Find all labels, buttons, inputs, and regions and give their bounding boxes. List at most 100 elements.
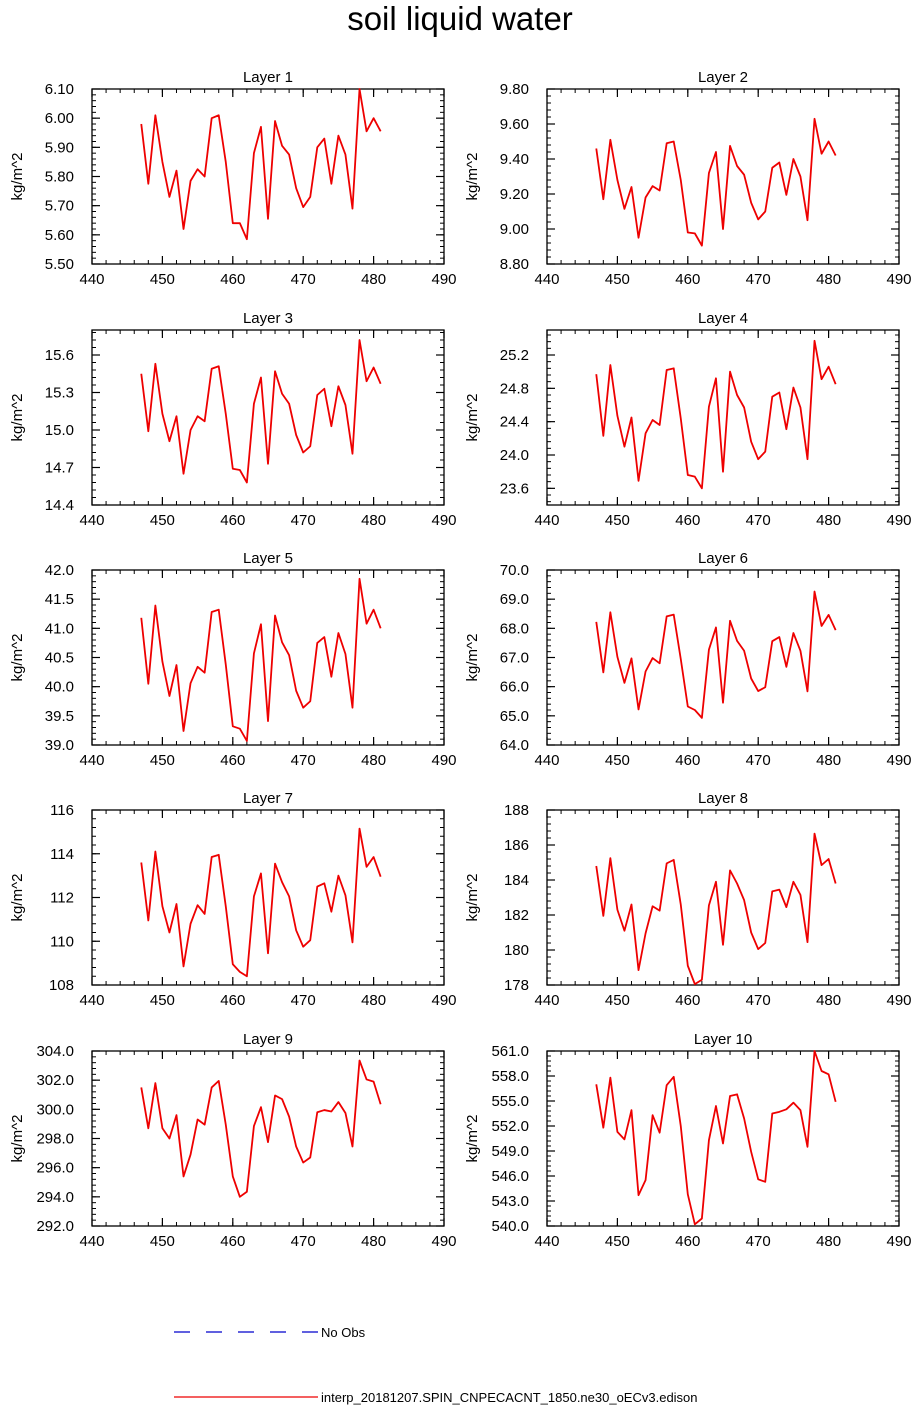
x-tick-label: 440 xyxy=(79,1233,104,1250)
x-tick-label: 460 xyxy=(220,752,245,769)
y-tick-label: 68.0 xyxy=(500,620,529,637)
y-axis-label: kg/m^2 xyxy=(464,634,481,682)
y-tick-label: 24.4 xyxy=(500,414,529,431)
y-tick-label: 5.60 xyxy=(45,227,74,244)
y-tick-label: 24.0 xyxy=(500,447,529,464)
panel-title: Layer 8 xyxy=(698,790,748,807)
x-tick-label: 450 xyxy=(605,512,630,529)
x-tick-label: 440 xyxy=(79,512,104,529)
panel-layer-9: Layer 9 kg/m^2 440 450 460 470 480 490 292.0 294.… xyxy=(9,1031,457,1250)
y-tick-label: 186 xyxy=(504,837,529,854)
x-tick-label: 480 xyxy=(361,752,386,769)
y-tick-label: 70.0 xyxy=(500,562,529,579)
plot-frame xyxy=(91,329,445,506)
y-tick-label: 5.80 xyxy=(45,169,74,186)
x-tick-label: 480 xyxy=(361,992,386,1009)
x-tick-label: 490 xyxy=(886,992,911,1009)
y-tick-label: 116 xyxy=(50,802,74,819)
plot-frame xyxy=(546,88,900,265)
panel-layer-4: Layer 4 kg/m^2 440 450 460 470 480 490 23.6 24.0 2… xyxy=(464,310,912,529)
x-tick-label: 450 xyxy=(150,992,175,1009)
x-tick-label: 470 xyxy=(746,512,771,529)
x-tick-label: 450 xyxy=(150,512,175,529)
y-tick-label: 64.0 xyxy=(500,737,529,754)
x-tick-label: 490 xyxy=(431,1233,456,1250)
x-tick-label: 440 xyxy=(534,512,559,529)
y-axis-label: kg/m^2 xyxy=(464,874,481,922)
x-tick-label: 490 xyxy=(886,512,911,529)
y-tick-label: 39.0 xyxy=(45,737,74,754)
series-line xyxy=(140,88,382,241)
y-tick-label: 298.0 xyxy=(36,1131,74,1148)
x-tick-label: 470 xyxy=(291,512,316,529)
y-tick-label: 292.0 xyxy=(36,1218,74,1235)
y-axis-label: kg/m^2 xyxy=(9,874,26,922)
y-tick-label: 15.6 xyxy=(45,347,74,364)
y-tick-label: 549.0 xyxy=(491,1143,529,1160)
x-tick-label: 450 xyxy=(605,1233,630,1250)
panel-title: Layer 2 xyxy=(698,69,748,86)
panel-title: Layer 10 xyxy=(694,1031,752,1048)
y-tick-label: 39.5 xyxy=(45,708,74,725)
y-tick-label: 5.70 xyxy=(45,198,74,215)
series-line xyxy=(595,1050,837,1226)
x-tick-label: 490 xyxy=(431,512,456,529)
panel-title: Layer 3 xyxy=(243,310,293,327)
y-tick-label: 66.0 xyxy=(500,679,529,696)
x-tick-label: 460 xyxy=(220,512,245,529)
x-tick-label: 470 xyxy=(291,271,316,288)
y-axis-label: kg/m^2 xyxy=(464,153,481,201)
y-axis-label: kg/m^2 xyxy=(9,153,26,201)
panel-title: Layer 6 xyxy=(698,550,748,567)
y-tick-label: 9.20 xyxy=(500,186,529,203)
plot-frame xyxy=(546,809,900,986)
series-line xyxy=(140,339,382,484)
x-tick-label: 460 xyxy=(220,1233,245,1250)
x-tick-label: 460 xyxy=(220,992,245,1009)
y-tick-label: 552.0 xyxy=(491,1118,529,1135)
x-tick-label: 470 xyxy=(746,1233,771,1250)
plot-frame xyxy=(546,329,900,506)
x-tick-label: 440 xyxy=(79,271,104,288)
x-tick-label: 450 xyxy=(605,992,630,1009)
panels: Layer 1 kg/m^2 440 450 460 470 480 490 5.50 5.60 5… xyxy=(9,69,912,1250)
y-tick-label: 40.5 xyxy=(45,650,74,667)
y-tick-label: 69.0 xyxy=(500,591,529,608)
x-tick-label: 440 xyxy=(534,752,559,769)
panel-title: Layer 4 xyxy=(698,310,748,327)
y-tick-label: 184 xyxy=(504,872,529,889)
x-tick-label: 440 xyxy=(534,271,559,288)
x-tick-label: 450 xyxy=(605,752,630,769)
x-tick-label: 470 xyxy=(746,271,771,288)
y-tick-label: 15.0 xyxy=(45,422,74,439)
x-tick-label: 440 xyxy=(534,992,559,1009)
y-tick-label: 178 xyxy=(504,977,529,994)
y-tick-label: 302.0 xyxy=(36,1072,74,1089)
series-line xyxy=(595,590,837,719)
y-tick-label: 15.3 xyxy=(45,385,74,402)
x-tick-label: 470 xyxy=(746,752,771,769)
legend-model-label: interp_20181207.SPIN_CNPECACNT_1850.ne30… xyxy=(321,1390,698,1405)
y-axis-label: kg/m^2 xyxy=(9,394,26,442)
y-tick-label: 5.90 xyxy=(45,139,74,156)
panel-title: Layer 1 xyxy=(243,69,293,86)
x-tick-label: 460 xyxy=(220,271,245,288)
y-tick-label: 8.80 xyxy=(500,256,529,273)
x-tick-label: 470 xyxy=(291,992,316,1009)
x-tick-label: 440 xyxy=(534,1233,559,1250)
x-tick-label: 450 xyxy=(150,752,175,769)
x-tick-label: 490 xyxy=(886,271,911,288)
y-tick-label: 561.0 xyxy=(491,1043,529,1060)
x-tick-label: 480 xyxy=(361,271,386,288)
y-axis-label: kg/m^2 xyxy=(9,1115,26,1163)
series-line xyxy=(595,339,837,490)
figure-title: soil liquid water xyxy=(347,0,573,37)
y-tick-label: 304.0 xyxy=(36,1043,74,1060)
y-tick-label: 40.0 xyxy=(45,679,74,696)
x-tick-label: 460 xyxy=(675,512,700,529)
panel-title: Layer 9 xyxy=(243,1031,293,1048)
x-tick-label: 480 xyxy=(361,1233,386,1250)
y-tick-label: 24.8 xyxy=(500,380,529,397)
y-tick-label: 558.0 xyxy=(491,1068,529,1085)
